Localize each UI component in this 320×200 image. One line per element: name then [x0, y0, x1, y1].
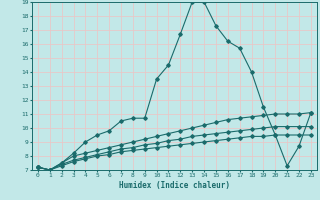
- X-axis label: Humidex (Indice chaleur): Humidex (Indice chaleur): [119, 181, 230, 190]
